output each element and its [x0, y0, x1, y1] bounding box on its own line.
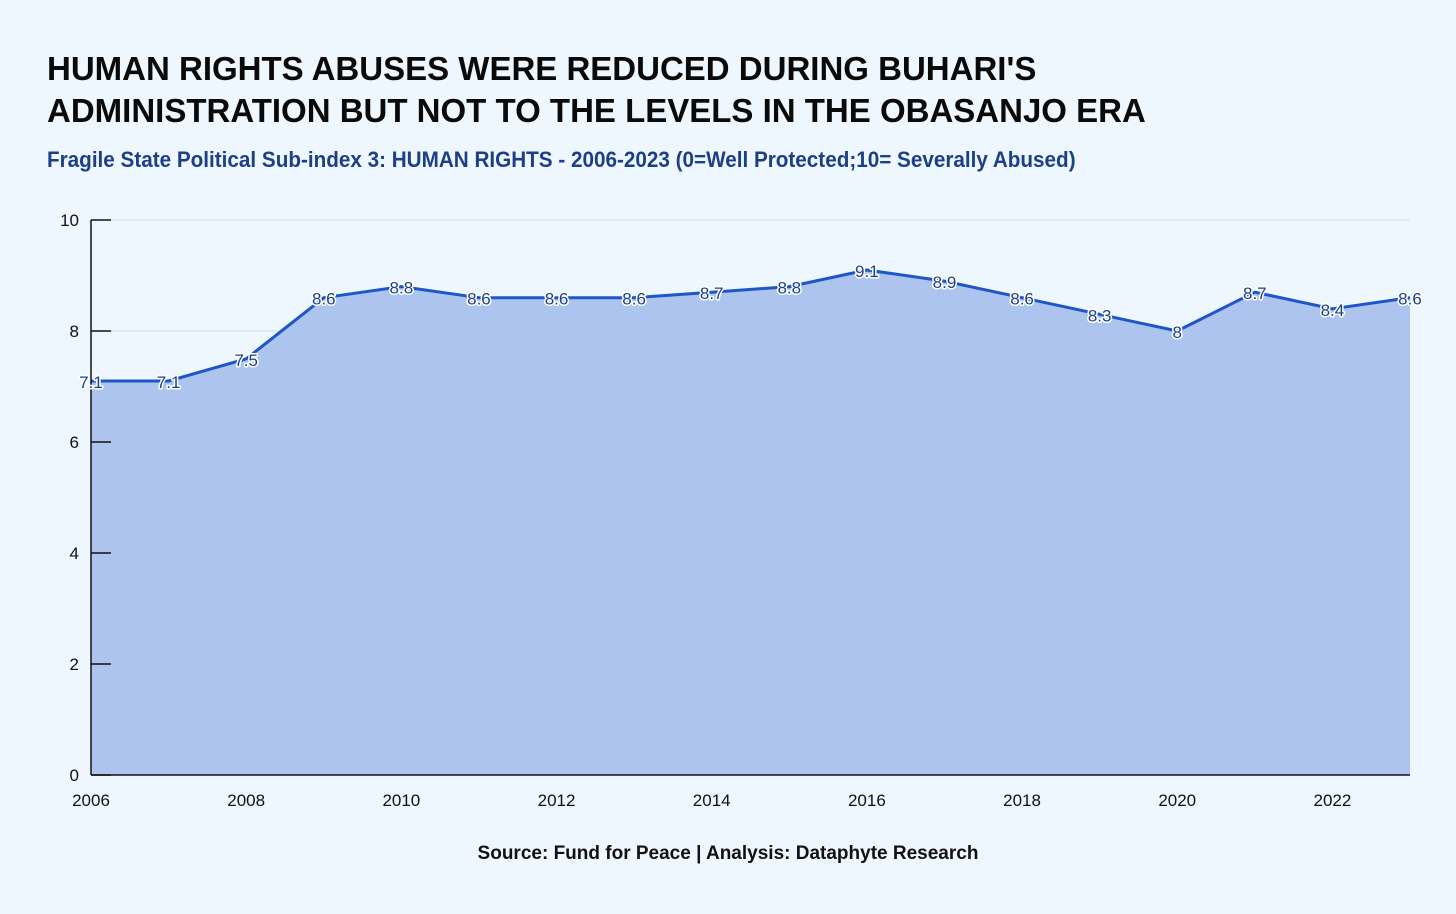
chart-title: HUMAN RIGHTS ABUSES WERE REDUCED DURING …: [47, 50, 1146, 129]
x-tick-label: 2006: [72, 791, 110, 810]
data-label: 8.6: [467, 290, 491, 309]
data-label: 8.3: [1088, 306, 1112, 325]
data-label: 8.6: [1398, 290, 1422, 309]
x-tick-label: 2014: [693, 791, 731, 810]
data-label: 8.8: [390, 279, 414, 298]
data-label: 8.4: [1321, 301, 1345, 320]
data-label: 8: [1173, 323, 1182, 342]
x-tick-label: 2008: [227, 791, 265, 810]
x-tick-label: 2020: [1158, 791, 1196, 810]
axes: 0 2 4 6 8 10 2006 2008 2010 2012 2014 2016 2018 2020 2…: [60, 211, 1410, 810]
y-tick-label: 0: [70, 766, 79, 785]
y-tick-label: 2: [70, 655, 79, 674]
x-tick-label: 2018: [1003, 791, 1041, 810]
y-tick-label: 4: [70, 544, 79, 563]
x-tick-label: 2012: [538, 791, 576, 810]
data-label: 8.6: [1010, 290, 1034, 309]
data-label: 7.1: [157, 373, 181, 392]
data-label: 8.6: [545, 290, 569, 309]
data-label: 9.1: [855, 262, 879, 281]
data-label: 8.7: [700, 284, 724, 303]
data-label: 8.8: [777, 279, 801, 298]
chart-subtitle: Fragile State Political Sub-index 3: HUM…: [47, 147, 1076, 172]
data-label: 8.7: [1243, 284, 1267, 303]
data-label: 7.1: [79, 373, 103, 392]
data-label: 8.9: [933, 273, 957, 292]
data-label: 8.6: [622, 290, 646, 309]
x-tick-label: 2010: [382, 791, 420, 810]
chart-source: Source: Fund for Peace | Analysis: Datap…: [477, 843, 979, 864]
data-label: 8.6: [312, 290, 336, 309]
x-tick-label: 2022: [1313, 791, 1351, 810]
data-labels: 7.1 7.1 7.5 8.6 8.8 8.6 8.6 8.6 8.7 8.8 9.1 8.9 8.6 8…: [78, 260, 1424, 393]
x-tick-label: 2016: [848, 791, 886, 810]
y-tick-label: 10: [60, 211, 79, 230]
y-tick-label: 8: [70, 322, 79, 341]
y-tick-label: 6: [70, 433, 79, 452]
series-line: [91, 268, 1411, 383]
data-label: 7.5: [234, 351, 258, 370]
area-fill: [91, 270, 1410, 775]
